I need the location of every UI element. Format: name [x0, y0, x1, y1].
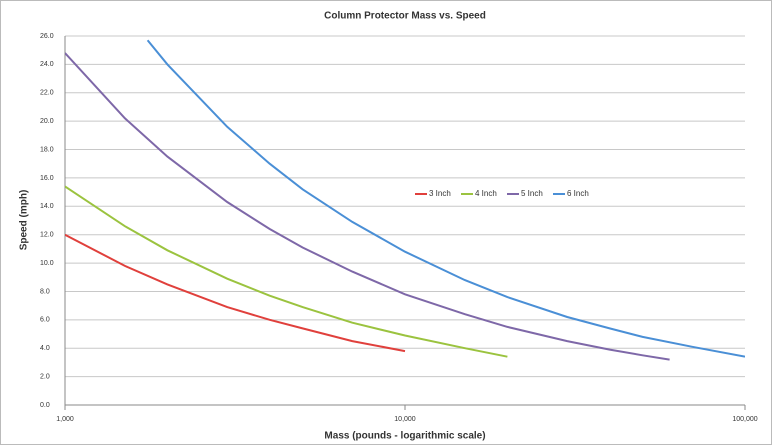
- legend-label: 5 Inch: [521, 189, 543, 198]
- y-tick-label: 26.0: [40, 33, 54, 40]
- x-axis-title: Mass (pounds - logarithmic scale): [324, 431, 485, 442]
- legend-label: 6 Inch: [567, 189, 589, 198]
- x-tick-label: 1,000: [56, 416, 74, 423]
- series-line: [65, 185, 508, 358]
- x-tick-label: 100,000: [732, 416, 757, 423]
- y-tick-label: 16.0: [40, 175, 54, 182]
- y-tick-label: 10.0: [40, 260, 54, 267]
- y-axis-title: Speed (mph): [19, 190, 30, 251]
- legend-label: 3 Inch: [429, 189, 451, 198]
- y-tick-label: 6.0: [40, 317, 50, 324]
- series-line: [65, 233, 406, 353]
- chart-title: Column Protector Mass vs. Speed: [324, 11, 486, 22]
- y-tick-label: 8.0: [40, 288, 50, 295]
- y-tick-label: 20.0: [40, 118, 54, 125]
- y-tick-label: 0.0: [40, 402, 50, 409]
- y-tick-label: 18.0: [40, 146, 54, 153]
- y-tick-label: 4.0: [40, 345, 50, 352]
- y-tick-label: 24.0: [40, 61, 54, 68]
- y-tick-label: 22.0: [40, 90, 54, 97]
- x-tick-label: 10,000: [394, 416, 416, 423]
- y-tick-label: 2.0: [40, 373, 50, 380]
- y-tick-label: 12.0: [40, 232, 54, 239]
- series-line: [146, 39, 745, 358]
- series-line: [65, 52, 670, 361]
- y-tick-label: 14.0: [40, 203, 54, 210]
- legend-label: 4 Inch: [475, 189, 497, 198]
